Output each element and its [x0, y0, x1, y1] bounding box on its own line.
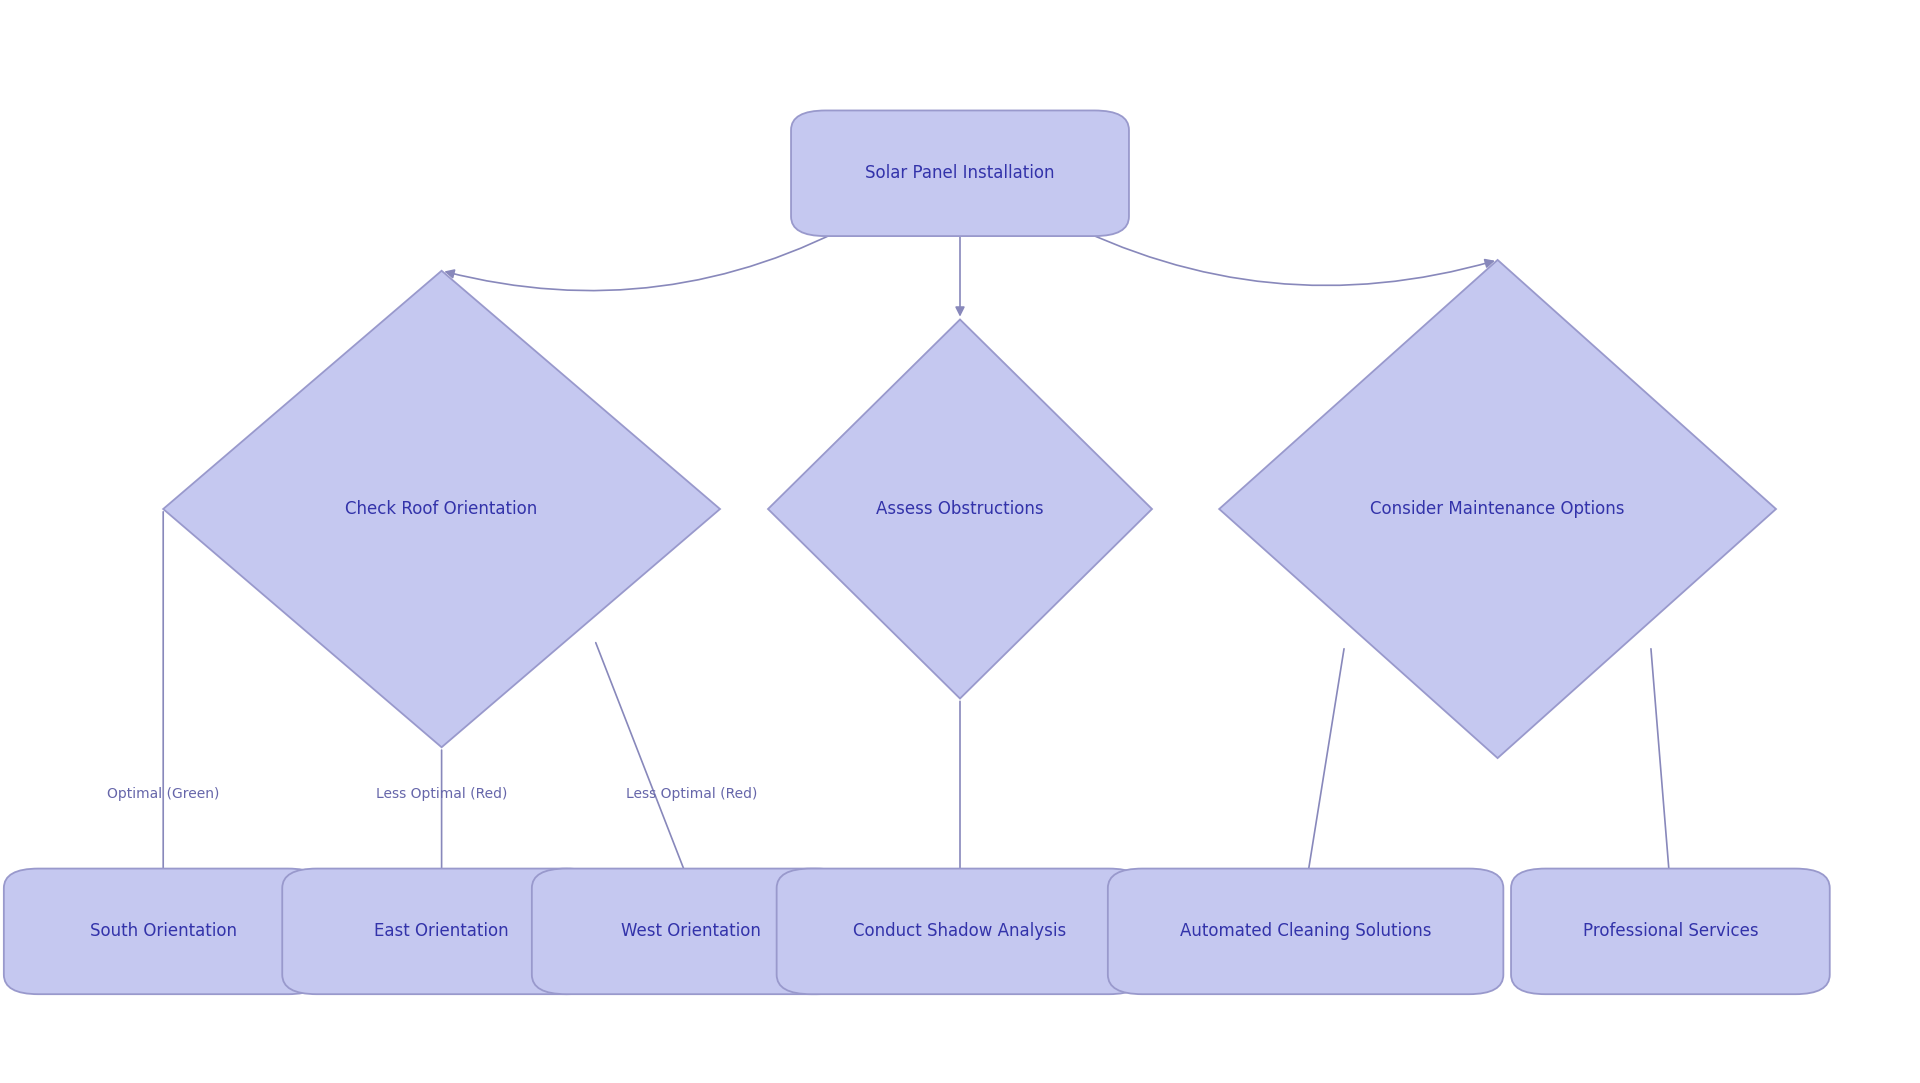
Text: Consider Maintenance Options: Consider Maintenance Options	[1371, 500, 1624, 518]
Text: South Orientation: South Orientation	[90, 923, 236, 940]
Polygon shape	[1219, 260, 1776, 758]
FancyBboxPatch shape	[791, 110, 1129, 236]
Text: Check Roof Orientation: Check Roof Orientation	[346, 500, 538, 518]
Polygon shape	[768, 319, 1152, 699]
Text: Professional Services: Professional Services	[1582, 923, 1759, 940]
Text: Solar Panel Installation: Solar Panel Installation	[866, 165, 1054, 182]
FancyBboxPatch shape	[282, 869, 601, 994]
Text: Optimal (Green): Optimal (Green)	[108, 787, 219, 801]
FancyBboxPatch shape	[1108, 869, 1503, 994]
Text: East Orientation: East Orientation	[374, 923, 509, 940]
FancyBboxPatch shape	[4, 869, 323, 994]
FancyBboxPatch shape	[1511, 869, 1830, 994]
Polygon shape	[163, 271, 720, 747]
Text: Automated Cleaning Solutions: Automated Cleaning Solutions	[1181, 923, 1430, 940]
Text: Conduct Shadow Analysis: Conduct Shadow Analysis	[852, 923, 1068, 940]
Text: Less Optimal (Red): Less Optimal (Red)	[626, 787, 756, 801]
FancyBboxPatch shape	[776, 869, 1142, 994]
Text: Assess Obstructions: Assess Obstructions	[876, 500, 1044, 518]
Text: West Orientation: West Orientation	[622, 923, 760, 940]
Text: Less Optimal (Red): Less Optimal (Red)	[376, 787, 507, 801]
FancyBboxPatch shape	[532, 869, 851, 994]
